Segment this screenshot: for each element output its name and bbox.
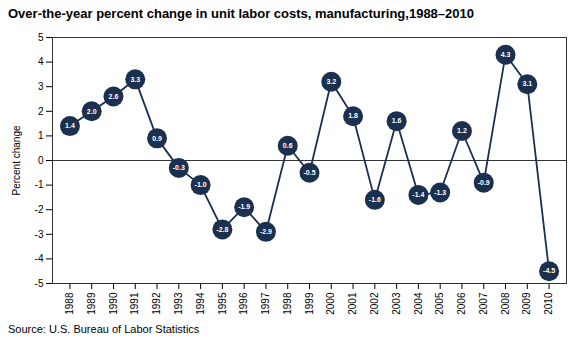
svg-text:2001: 2001 bbox=[347, 292, 358, 315]
svg-text:2.6: 2.6 bbox=[109, 93, 119, 100]
svg-text:1994: 1994 bbox=[195, 292, 206, 315]
svg-text:-2.8: -2.8 bbox=[216, 226, 228, 233]
svg-text:0: 0 bbox=[38, 155, 44, 166]
svg-text:5: 5 bbox=[38, 32, 44, 43]
svg-text:-5: -5 bbox=[35, 278, 44, 289]
svg-text:-4.5: -4.5 bbox=[543, 267, 555, 274]
svg-text:1.6: 1.6 bbox=[392, 117, 402, 124]
svg-text:-0.3: -0.3 bbox=[173, 164, 185, 171]
svg-text:1993: 1993 bbox=[173, 292, 184, 315]
svg-text:2010: 2010 bbox=[543, 292, 554, 315]
svg-text:1: 1 bbox=[38, 130, 44, 141]
svg-text:1988: 1988 bbox=[64, 292, 75, 315]
svg-text:1989: 1989 bbox=[86, 292, 97, 315]
svg-text:2009: 2009 bbox=[521, 292, 532, 315]
svg-text:2003: 2003 bbox=[391, 292, 402, 315]
svg-text:-3: -3 bbox=[35, 229, 44, 240]
svg-text:0.9: 0.9 bbox=[152, 135, 162, 142]
svg-text:-1.3: -1.3 bbox=[434, 189, 446, 196]
svg-text:1.8: 1.8 bbox=[348, 112, 358, 119]
svg-text:1992: 1992 bbox=[151, 292, 162, 315]
svg-text:3.3: 3.3 bbox=[130, 76, 140, 83]
svg-text:1999: 1999 bbox=[304, 292, 315, 315]
svg-text:4: 4 bbox=[38, 56, 44, 67]
svg-text:0.6: 0.6 bbox=[283, 142, 293, 149]
svg-text:3.1: 3.1 bbox=[522, 80, 532, 87]
svg-text:-1: -1 bbox=[35, 179, 44, 190]
svg-text:2004: 2004 bbox=[413, 292, 424, 315]
svg-text:2008: 2008 bbox=[500, 292, 511, 315]
svg-text:-2: -2 bbox=[35, 204, 44, 215]
svg-text:-1.9: -1.9 bbox=[238, 203, 250, 210]
svg-text:2000: 2000 bbox=[325, 292, 336, 315]
svg-text:2.0: 2.0 bbox=[87, 108, 97, 115]
svg-text:1991: 1991 bbox=[129, 292, 140, 315]
svg-text:-1.0: -1.0 bbox=[195, 181, 207, 188]
svg-text:Percent change: Percent change bbox=[11, 125, 22, 195]
svg-text:2006: 2006 bbox=[456, 292, 467, 315]
svg-text:-4: -4 bbox=[35, 253, 44, 264]
html-text:Source: U.S. Bureau of Labor S: Source: U.S. Bureau of Labor Statistics bbox=[8, 323, 200, 335]
svg-text:-1.6: -1.6 bbox=[369, 196, 381, 203]
svg-text:1996: 1996 bbox=[238, 292, 249, 315]
svg-text:-0.5: -0.5 bbox=[303, 169, 315, 176]
svg-text:-0.9: -0.9 bbox=[478, 179, 490, 186]
svg-text:2002: 2002 bbox=[369, 292, 380, 315]
html-text:Over-the-year percent change i: Over-the-year percent change in unit lab… bbox=[8, 6, 474, 21]
svg-text:1997: 1997 bbox=[260, 292, 271, 315]
svg-text:1.4: 1.4 bbox=[65, 122, 75, 129]
svg-text:1995: 1995 bbox=[217, 292, 228, 315]
svg-text:3: 3 bbox=[38, 81, 44, 92]
svg-text:1990: 1990 bbox=[108, 292, 119, 315]
svg-text:4.3: 4.3 bbox=[501, 51, 511, 58]
svg-text:2007: 2007 bbox=[478, 292, 489, 315]
svg-text:2005: 2005 bbox=[434, 292, 445, 315]
svg-text:1.2: 1.2 bbox=[457, 127, 467, 134]
svg-text:2: 2 bbox=[38, 106, 44, 117]
svg-text:-1.4: -1.4 bbox=[412, 191, 424, 198]
svg-text:3.2: 3.2 bbox=[326, 78, 336, 85]
svg-text:-2.9: -2.9 bbox=[260, 228, 272, 235]
svg-text:1998: 1998 bbox=[282, 292, 293, 315]
